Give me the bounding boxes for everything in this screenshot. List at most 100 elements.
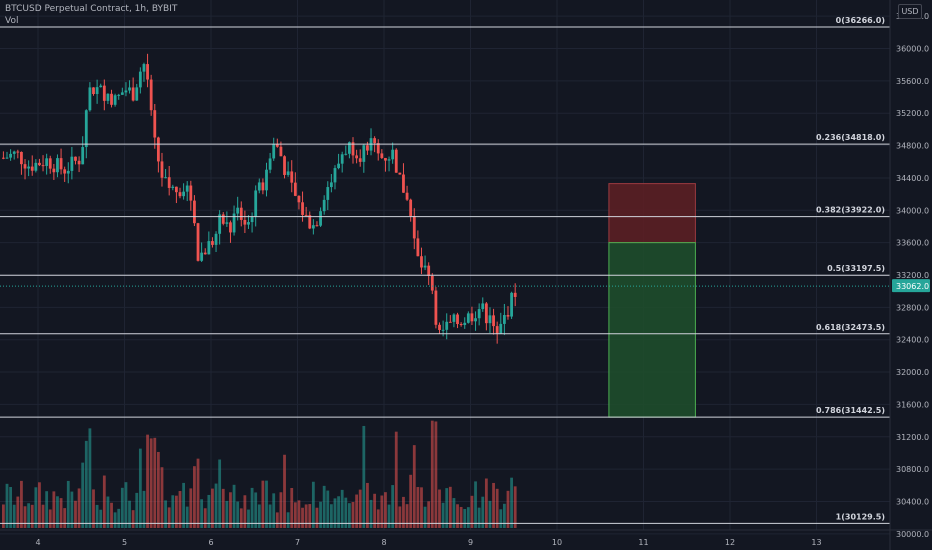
candle-body [405, 192, 409, 200]
volume-bar [77, 488, 81, 528]
candle [319, 207, 322, 227]
fib-level-label: 0.786(31442.5) [816, 406, 885, 415]
candle [394, 148, 398, 173]
volume-bar [236, 501, 240, 528]
candle [427, 262, 431, 285]
candle-body [430, 275, 434, 291]
volume-bar [488, 500, 492, 528]
volume-bar [348, 503, 351, 528]
volume-bar [416, 487, 420, 528]
candle-body [117, 94, 121, 96]
candle [45, 153, 49, 175]
price-axis-tick: 36000.0 [896, 45, 929, 54]
candle [16, 149, 20, 159]
candle-body [12, 151, 16, 154]
candle-body [427, 265, 431, 276]
time-axis-tick: 13 [811, 538, 821, 547]
volume-bar [448, 486, 452, 528]
candle [196, 222, 200, 262]
candle [193, 195, 196, 227]
time-axis-tick: 4 [35, 538, 40, 547]
volume-bar [261, 480, 265, 528]
volume-bar [398, 506, 402, 528]
candle-body [193, 200, 196, 224]
candle [207, 231, 211, 255]
candle [189, 180, 193, 211]
candle-body [63, 169, 67, 174]
candle-body [315, 225, 319, 227]
candle [376, 139, 380, 161]
candle-body [16, 151, 20, 153]
volume-bar [106, 496, 110, 528]
volume-bar [366, 482, 369, 528]
candle [128, 80, 131, 94]
candle-body [34, 162, 38, 171]
volume-bar [420, 487, 423, 528]
volume-bar [344, 497, 348, 528]
currency-button[interactable]: USD [898, 4, 922, 19]
candle [430, 273, 434, 295]
volume-bar [185, 506, 189, 528]
candle-body [142, 64, 146, 72]
candle [506, 306, 510, 320]
candle-body [257, 182, 261, 191]
volume-bar [275, 512, 279, 528]
volume-bar [38, 482, 41, 528]
price-axis-tick: 30000.0 [896, 530, 929, 539]
volume-bar [304, 504, 308, 528]
volume-bar [326, 490, 330, 528]
volume-bar [373, 493, 377, 528]
volume-bar [149, 438, 153, 528]
candle [2, 151, 5, 160]
candle [156, 136, 160, 173]
candle-body [153, 110, 157, 138]
candle-body [128, 87, 131, 91]
volume-bar [376, 509, 380, 528]
volume-bar [225, 500, 229, 528]
candle-body [9, 153, 13, 158]
volume-bar [265, 480, 268, 528]
candle-body [283, 156, 286, 175]
volume-bar [88, 428, 92, 528]
candle [160, 152, 164, 187]
time-axis-tick: 10 [552, 538, 562, 547]
take-profit-zone [608, 242, 696, 418]
volume-bar [434, 421, 438, 528]
candle-body [510, 292, 513, 317]
candle-body [380, 153, 384, 158]
candle-body [23, 164, 27, 169]
price-axis-tick: 34800.0 [896, 142, 929, 151]
volume-bar [27, 503, 31, 528]
candle-body [391, 149, 395, 160]
volume-bar [481, 496, 485, 528]
candle-body [275, 144, 279, 147]
volume-bar [178, 491, 182, 528]
candle-body [45, 158, 49, 166]
volume-bar [427, 501, 431, 528]
volume-bar [279, 492, 283, 528]
volume-bar [45, 491, 49, 528]
price-axis-tick: 34000.0 [896, 206, 929, 215]
volume-bar [56, 496, 59, 528]
candle-body [124, 90, 128, 93]
candle-body [481, 303, 485, 310]
volume-bars [2, 420, 517, 528]
candle-body [131, 87, 135, 101]
candle-body [48, 158, 52, 169]
candle-body [308, 215, 312, 229]
candle [474, 311, 477, 331]
candle-body [466, 313, 470, 323]
volume-bar [59, 498, 63, 528]
candle-body [268, 158, 272, 170]
price-axis-tick: 32000.0 [896, 368, 929, 377]
candle [409, 198, 413, 222]
candle [261, 178, 265, 195]
volume-bar [387, 504, 391, 528]
candle-body [52, 168, 56, 173]
candle-body [329, 182, 333, 188]
candle-body [470, 313, 474, 322]
candle [459, 322, 463, 327]
volume-bar [160, 467, 164, 528]
candle [52, 163, 56, 180]
